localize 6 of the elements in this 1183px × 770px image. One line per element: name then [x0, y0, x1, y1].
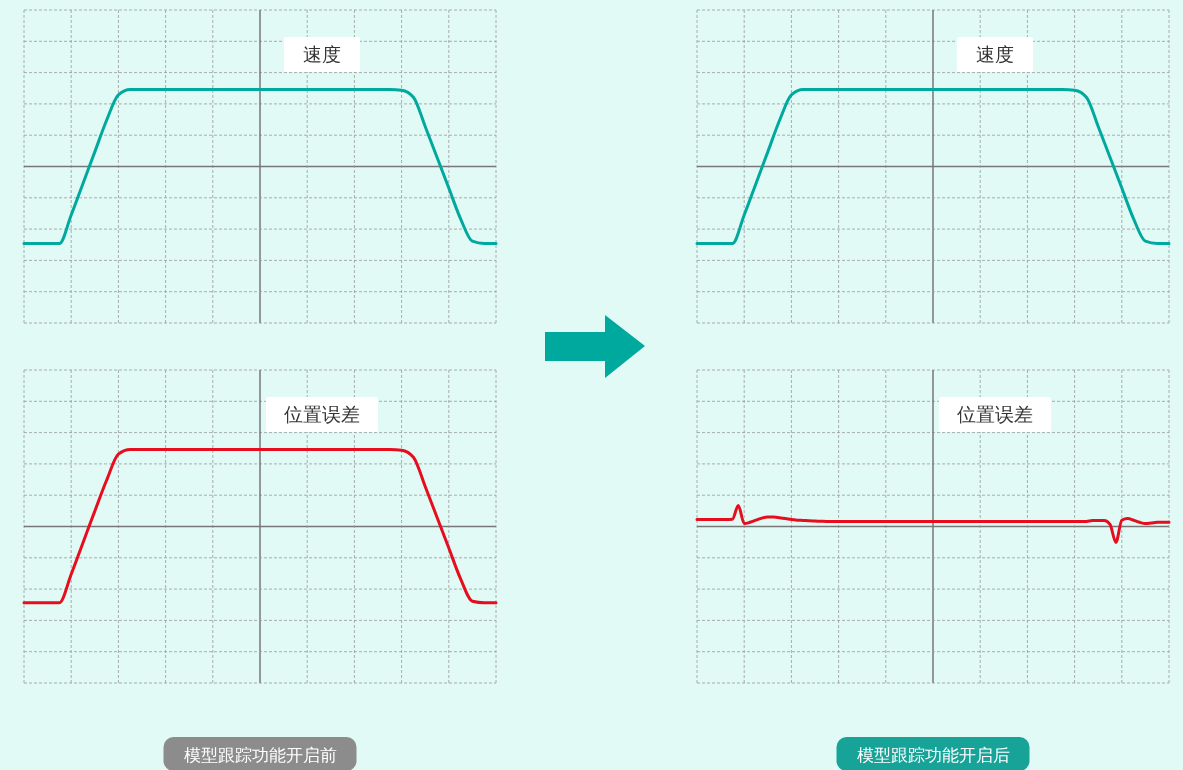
- chart-title: 速度: [976, 43, 1014, 65]
- chart-title: 位置误差: [957, 403, 1033, 425]
- text: 模型跟踪功能开启前: [183, 745, 337, 765]
- text: 模型跟踪功能开启后: [856, 745, 1010, 765]
- chart-title: 速度: [303, 43, 341, 65]
- chart-title: 位置误差: [284, 403, 360, 425]
